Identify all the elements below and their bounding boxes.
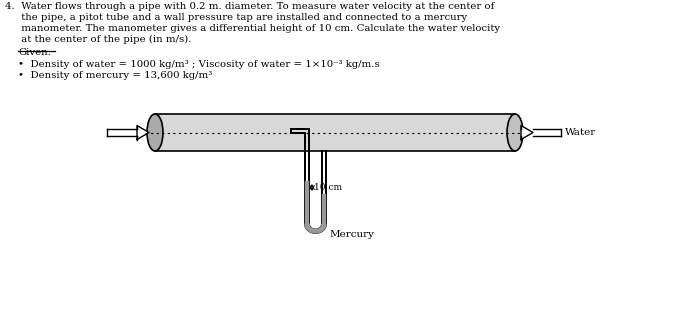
Text: Water: Water <box>565 128 596 137</box>
Text: •  Density of water = 1000 kg/m³ ; Viscosity of water = 1×10⁻³ kg/m.s: • Density of water = 1000 kg/m³ ; Viscos… <box>18 60 380 69</box>
Text: 4.  Water flows through a pipe with 0.2 m. diameter. To measure water velocity a: 4. Water flows through a pipe with 0.2 m… <box>5 2 494 11</box>
Bar <box>155 114 515 151</box>
Polygon shape <box>305 224 326 233</box>
Text: 10 cm: 10 cm <box>314 183 342 192</box>
Ellipse shape <box>507 114 523 151</box>
Polygon shape <box>521 125 533 139</box>
Text: the pipe, a pitot tube and a wall pressure tap are installed and connected to a : the pipe, a pitot tube and a wall pressu… <box>5 13 467 22</box>
Polygon shape <box>137 125 149 139</box>
Text: at the center of the pipe (in m/s).: at the center of the pipe (in m/s). <box>5 35 191 44</box>
Text: Given:: Given: <box>18 48 51 57</box>
Text: •  Density of mercury = 13,600 kg/m³: • Density of mercury = 13,600 kg/m³ <box>18 71 212 80</box>
Text: Mercury: Mercury <box>330 230 375 239</box>
Text: manometer. The manometer gives a differential height of 10 cm. Calculate the wat: manometer. The manometer gives a differe… <box>5 24 500 33</box>
Ellipse shape <box>147 114 163 151</box>
